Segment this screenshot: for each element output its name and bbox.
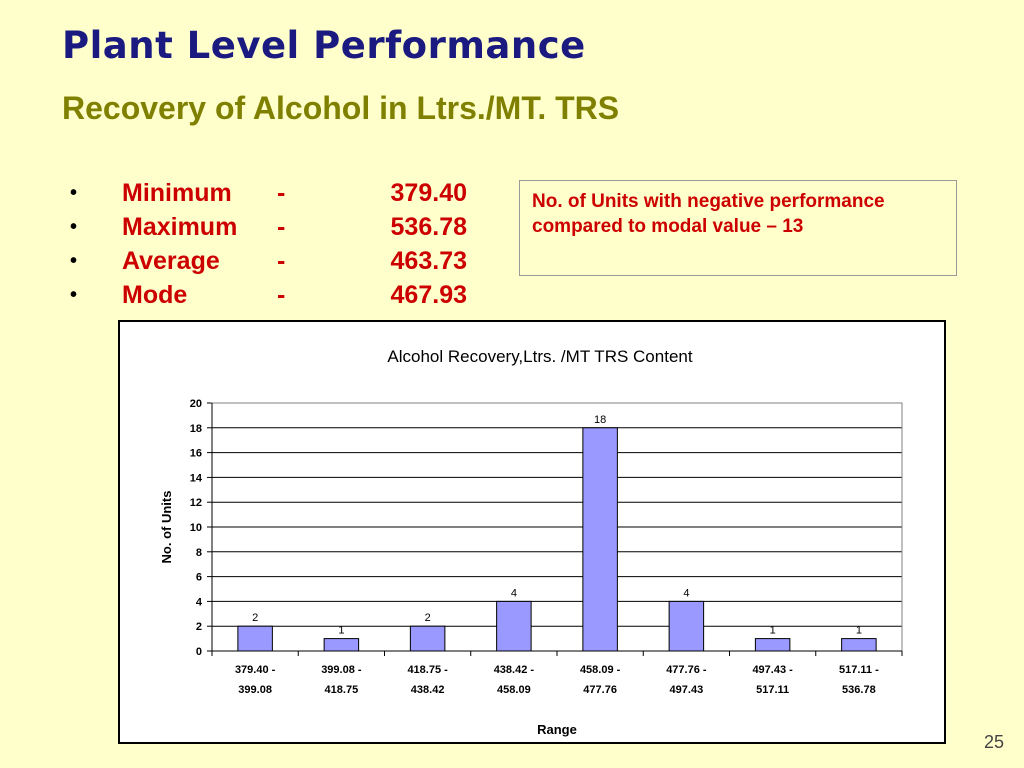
bullet: • — [70, 249, 78, 272]
x-axis-label: Range — [537, 722, 577, 737]
bar — [237, 625, 273, 652]
bar-data-label: 1 — [338, 625, 344, 637]
chart-title: Alcohol Recovery,Ltrs. /MT TRS Content — [387, 347, 692, 366]
x-tick-label: 477.76 — [583, 684, 617, 696]
y-tick-label: 18 — [190, 423, 202, 435]
bar — [841, 638, 877, 652]
bar — [582, 427, 618, 652]
x-tick-label: 438.42 - — [494, 664, 535, 676]
stat-value: 536.78 — [390, 212, 467, 241]
y-tick-label: 4 — [196, 596, 203, 608]
stat-value: 463.73 — [390, 246, 467, 275]
bar — [409, 625, 446, 652]
y-tick-label: 16 — [190, 448, 202, 460]
y-tick-label: 8 — [196, 547, 202, 559]
stat-row-average: • Average - 463.73 — [70, 244, 467, 278]
stat-row-mode: • Mode - 467.93 — [70, 278, 467, 312]
stat-row-maximum: • Maximum - 536.78 — [70, 210, 467, 244]
stat-dash: - — [277, 246, 286, 275]
page-number: 25 — [983, 732, 1004, 752]
x-tick-label: 399.08 - — [321, 664, 362, 676]
bar-data-label: 2 — [425, 612, 431, 624]
stat-dash: - — [277, 280, 286, 309]
x-tick-label: 399.08 — [238, 684, 272, 696]
y-tick-label: 10 — [190, 522, 202, 534]
stats-list: • Minimum - 379.40 • Maximum - 536.78 • … — [70, 176, 467, 312]
x-tick-label: 418.75 - — [407, 664, 448, 676]
x-tick-label: 458.09 - — [580, 664, 621, 676]
stat-dash: - — [277, 212, 286, 241]
x-tick-label: 497.43 - — [752, 664, 793, 676]
note-box: No. of Units with negative performance c… — [519, 180, 957, 276]
bar-data-label: 4 — [683, 587, 689, 599]
stat-value: 379.40 — [390, 178, 467, 207]
bar — [754, 638, 791, 652]
y-tick-label: 14 — [190, 472, 203, 484]
x-tick-label: 477.76 - — [666, 664, 707, 676]
x-tick-label: 517.11 - — [839, 664, 879, 676]
x-tick-label: 497.43 — [670, 684, 704, 696]
y-tick-label: 2 — [196, 621, 202, 633]
bullet: • — [70, 283, 78, 306]
x-tick-label: 438.42 — [411, 684, 445, 696]
bar-data-label: 2 — [252, 612, 258, 624]
x-tick-label: 458.09 — [497, 684, 531, 696]
y-axis-label: No. of Units — [159, 491, 174, 564]
bar-chart: Alcohol Recovery,Ltrs. /MT TRS Content 0 2… — [159, 347, 903, 737]
stat-row-minimum: • Minimum - 379.40 — [70, 176, 467, 210]
stat-value: 467.93 — [390, 280, 467, 309]
y-tick-label: 0 — [196, 646, 202, 658]
bar-data-label: 1 — [770, 625, 776, 637]
x-tick-label: 418.75 — [325, 684, 359, 696]
bar-data-label: 1 — [856, 625, 862, 637]
slide-subtitle: Recovery of Alcohol in Ltrs./MT. TRS — [62, 90, 620, 126]
stat-dash: - — [277, 178, 286, 207]
y-tick-label: 20 — [190, 398, 202, 410]
x-tick-label: 536.78 — [842, 684, 876, 696]
stat-label: Minimum — [122, 178, 232, 207]
chart-container: Alcohol Recovery,Ltrs. /MT TRS Content 0 2… — [118, 320, 946, 744]
bullet: • — [70, 181, 78, 204]
slide-title: Plant Level Performance — [62, 24, 586, 67]
bar-data-label: 18 — [594, 414, 606, 426]
bar — [668, 600, 705, 652]
x-tick-label: 517.11 — [756, 684, 789, 696]
y-tick-label: 12 — [190, 497, 202, 509]
bullet: • — [70, 215, 78, 238]
y-tick-label: 6 — [196, 572, 202, 584]
stat-label: Mode — [122, 280, 188, 309]
bar — [496, 600, 532, 652]
bar-data-label: 4 — [511, 587, 517, 599]
bar — [323, 638, 360, 652]
x-tick-label: 379.40 - — [235, 664, 276, 676]
stat-label: Maximum — [122, 212, 238, 241]
stat-label: Average — [122, 246, 220, 275]
